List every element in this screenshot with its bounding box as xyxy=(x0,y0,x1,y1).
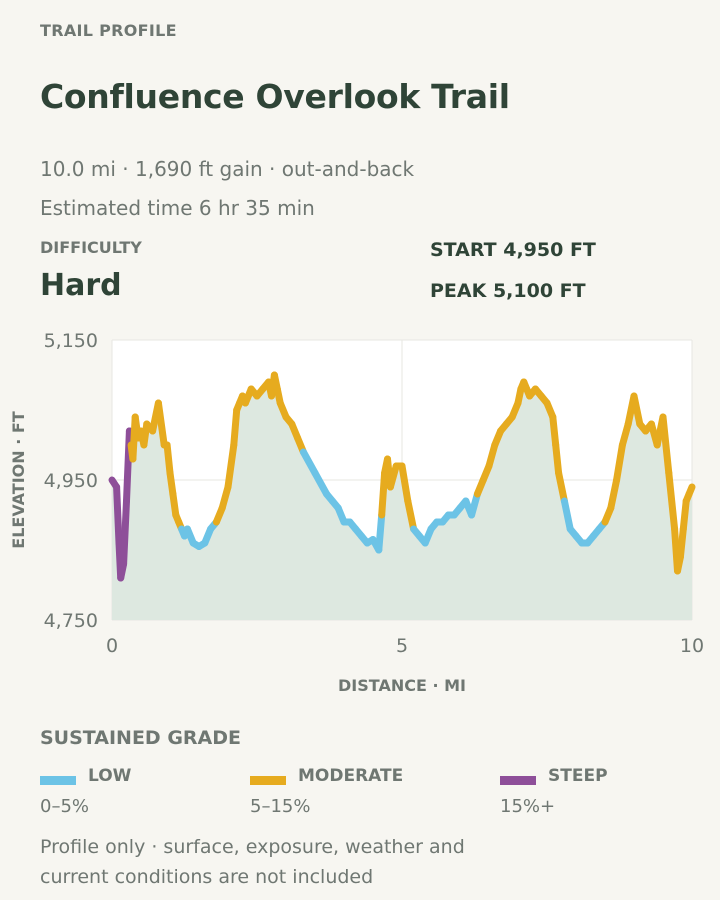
difficulty-label: DIFFICULTY xyxy=(40,238,142,257)
chart-area xyxy=(112,375,692,620)
elevation-area xyxy=(112,375,692,620)
page-title: Confluence Overlook Trail xyxy=(40,77,510,116)
x-tick-label: 10 xyxy=(680,635,704,657)
elevation-segment-steep xyxy=(120,497,130,568)
elevation-segment-moderate xyxy=(685,483,696,498)
elevation-segment-low xyxy=(560,497,574,533)
peak-elevation: PEAK 5,100 FT xyxy=(430,280,586,302)
elevation-segment-moderate xyxy=(659,413,673,477)
elevation-chart: 4,750 4,950 5,150 0 5 10 DISTANCE · MI ELEVATIO… xyxy=(9,330,704,695)
elevation-segment-moderate xyxy=(552,441,563,477)
elevation-segment-low xyxy=(375,511,386,554)
legend-title: SUSTAINED GRADE xyxy=(40,727,242,749)
x-tick-label: 0 xyxy=(106,635,118,657)
elevation-segment-moderate xyxy=(218,483,232,512)
elevation-segment-moderate xyxy=(163,441,174,477)
elevation-segment-moderate xyxy=(169,490,180,519)
elevation-segment-moderate xyxy=(676,525,687,561)
elevation-segment-moderate xyxy=(618,420,632,449)
chart-axes: 4,750 4,950 5,150 0 5 10 DISTANCE · MI ELEVATIO… xyxy=(9,330,704,695)
elevation-segment-steep xyxy=(113,483,123,547)
elevation-segment-moderate xyxy=(224,441,238,491)
legend-swatch-moderate xyxy=(250,776,286,785)
legend-range-steep: 15%+ xyxy=(500,796,556,817)
elevation-segment-moderate xyxy=(154,399,168,449)
elevation-segment-moderate xyxy=(166,469,177,498)
x-tick-label: 5 xyxy=(396,635,408,657)
footnote: Profile only · surface, exposure, weathe… xyxy=(40,836,465,888)
elevation-segment-moderate xyxy=(549,413,560,449)
elevation-segment-low xyxy=(299,448,319,477)
elevation-segment-moderate xyxy=(230,406,241,449)
elevation-segment-low xyxy=(468,490,481,519)
elevation-segment-moderate xyxy=(555,469,568,505)
y-tick-label: 4,950 xyxy=(44,470,98,492)
legend-name-low: LOW xyxy=(88,766,132,786)
legend-name-steep: STEEP xyxy=(548,766,608,786)
legend-swatch-low xyxy=(40,776,76,785)
y-tick-label: 4,750 xyxy=(44,610,98,632)
y-tick-label: 5,150 xyxy=(44,330,98,352)
legend-range-moderate: 5–15% xyxy=(250,796,311,817)
estimated-time: Estimated time 6 hr 35 min xyxy=(40,196,315,220)
elevation-segment-moderate xyxy=(404,497,418,533)
x-axis-label: DISTANCE · MI xyxy=(338,676,466,695)
elevation-segment-moderate xyxy=(398,462,412,505)
elevation-segment-low xyxy=(311,469,331,498)
difficulty-value: Hard xyxy=(40,268,122,303)
elevation-segment-moderate xyxy=(665,469,679,533)
eyebrow-label: TRAIL PROFILE xyxy=(40,21,177,40)
elevation-segment-moderate xyxy=(485,441,499,470)
elevation-segment-moderate xyxy=(630,392,644,428)
chart-line xyxy=(108,371,696,582)
legend-swatch-steep xyxy=(500,776,536,785)
trail-summary: 10.0 mi · 1,690 ft gain · out-and-back xyxy=(40,157,415,181)
elevation-segment-moderate xyxy=(613,441,626,484)
elevation-segment-moderate xyxy=(378,469,389,519)
elevation-segment-moderate xyxy=(607,476,621,512)
start-elevation: START 4,950 FT xyxy=(430,239,596,261)
y-axis-label: ELEVATION · FT xyxy=(9,411,28,549)
legend-name-moderate: MODERATE xyxy=(298,766,404,786)
legend-range-low: 0–5% xyxy=(40,796,90,817)
elevation-segment-moderate xyxy=(679,497,690,533)
elevation-segment-moderate xyxy=(386,462,400,491)
